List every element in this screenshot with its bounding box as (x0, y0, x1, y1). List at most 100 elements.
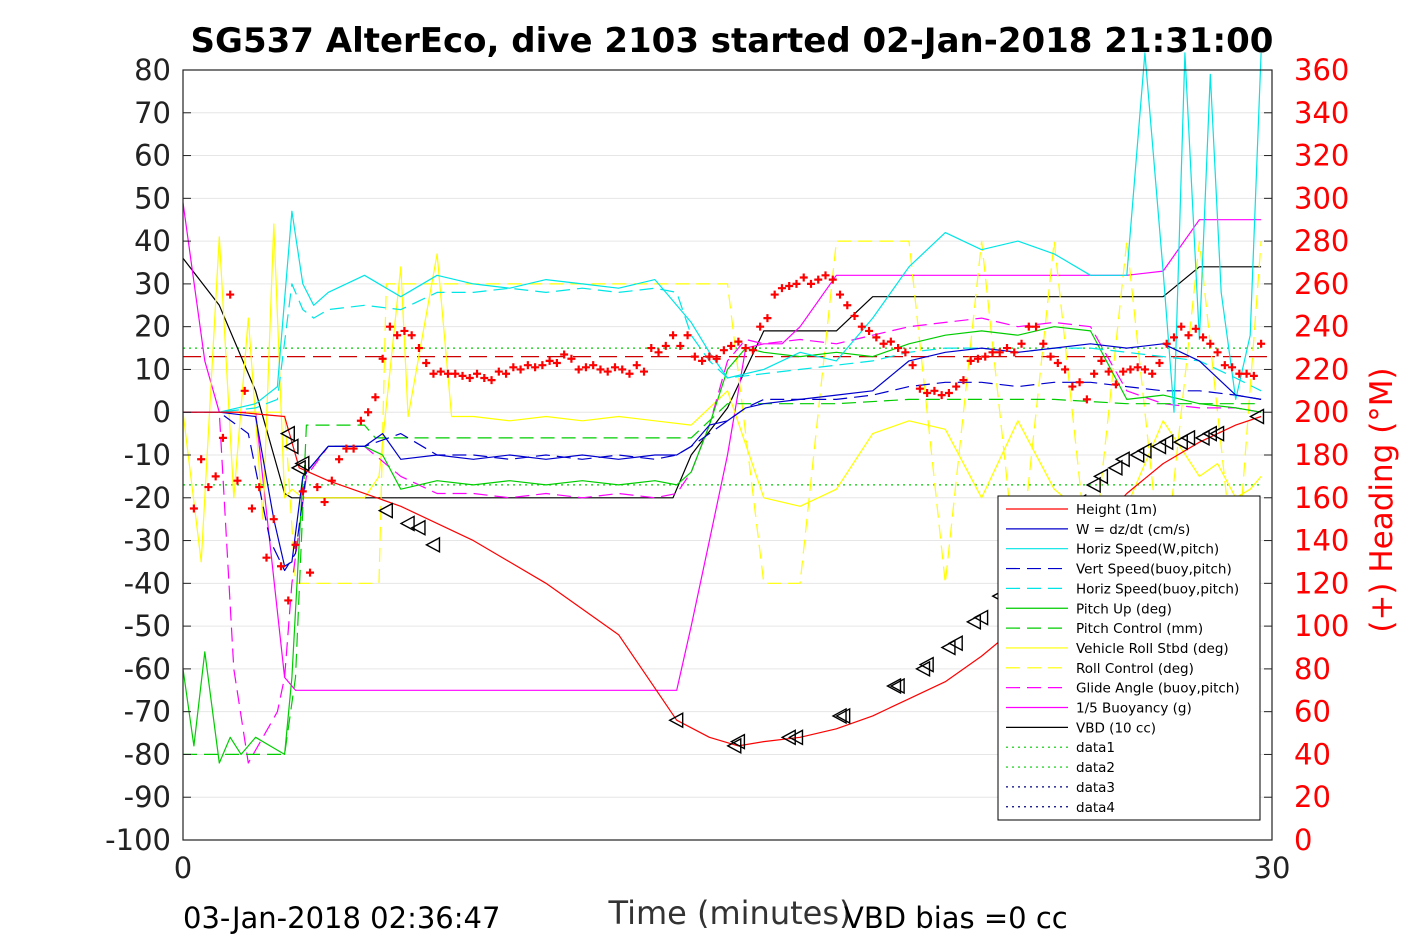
heading-point-67 (676, 341, 685, 350)
heading-point-114 (1017, 339, 1026, 348)
left-tick-label-18: -100 (105, 823, 171, 857)
heading-point-26 (378, 354, 387, 363)
heading-point-137 (1184, 331, 1193, 340)
heading-point-109 (981, 352, 990, 361)
left-tick-label-3: 50 (134, 181, 171, 215)
heading-point-35 (443, 369, 452, 378)
triangle-point-13 (831, 707, 847, 725)
heading-point-122 (1075, 378, 1084, 387)
heading-point-52 (567, 354, 576, 363)
series-line-2 (183, 52, 1262, 413)
legend-label-13: data2 (1076, 760, 1115, 776)
series-layer (182, 52, 1272, 764)
heading-point-53 (574, 365, 583, 374)
heading-point-62 (640, 367, 649, 376)
heading-point-97 (894, 344, 903, 353)
heading-point-58 (610, 363, 619, 372)
heading-point-38 (465, 374, 474, 382)
heading-point-136 (1177, 322, 1186, 331)
triangle-point-34 (1114, 451, 1130, 468)
legend-label-15: data4 (1076, 800, 1115, 816)
heading-point-83 (792, 279, 801, 288)
left-tick-label-5: 30 (134, 267, 171, 301)
heading-point-118 (1046, 352, 1055, 361)
x-tick-label-0: 0 (174, 851, 192, 885)
heading-point-40 (480, 374, 489, 382)
left-tick-label-1: 70 (134, 96, 171, 130)
heading-point-30 (407, 331, 416, 340)
heading-point-45 (516, 365, 525, 374)
heading-point-125 (1097, 356, 1106, 365)
heading-point-37 (458, 371, 467, 380)
heading-point-28 (393, 331, 402, 340)
heading-point-85 (806, 279, 815, 288)
heading-point-29 (400, 326, 409, 335)
heading-point-144 (1235, 369, 1244, 378)
heading-point-44 (509, 363, 518, 372)
right-tick-label-18: 0 (1294, 823, 1312, 857)
triangle-point-32 (1092, 468, 1109, 485)
heading-point-9 (255, 483, 264, 492)
heading-point-113 (1010, 348, 1019, 357)
heading-point-95 (879, 339, 888, 348)
left-tick-label-6: 20 (134, 310, 171, 344)
right-tick-label-10: 160 (1294, 481, 1349, 515)
left-tick-label-13: -50 (124, 609, 171, 643)
triangle-point-20 (947, 635, 963, 652)
legend-label-7: Vehicle Roll Stbd (deg) (1076, 641, 1229, 657)
triangle-point-42 (1201, 425, 1217, 442)
heading-point-71 (705, 352, 714, 361)
heading-point-15 (298, 487, 307, 496)
heading-point-12 (277, 562, 286, 571)
legend-label-11: VBD (10 cc) (1076, 720, 1156, 736)
heading-point-82 (785, 282, 794, 291)
left-tick-label-11: -30 (124, 524, 171, 558)
series-line-11 (182, 257, 1262, 499)
heading-point-128 (1119, 367, 1128, 376)
heading-markers (189, 271, 1266, 605)
triangle-point-6 (410, 519, 426, 536)
heading-point-73 (719, 346, 728, 355)
legend-label-9: Glide Angle (buoy,pitch) (1076, 681, 1240, 697)
heading-point-24 (364, 408, 373, 417)
heading-point-135 (1169, 333, 1178, 342)
heading-point-14 (291, 540, 300, 549)
footer-vbd-bias: VBD bias =0 cc (844, 901, 1068, 935)
heading-point-70 (698, 356, 707, 365)
heading-point-123 (1082, 395, 1091, 404)
heading-point-23 (356, 416, 365, 425)
heading-point-46 (523, 361, 532, 370)
triangle-point-5 (399, 515, 415, 532)
left-tick-label-9: -10 (124, 438, 171, 472)
heading-point-127 (1111, 380, 1120, 389)
triangle-point-8 (668, 712, 684, 729)
heading-point-102 (930, 386, 939, 395)
triangle-point-31 (1085, 476, 1101, 494)
heading-point-101 (923, 388, 932, 397)
heading-point-42 (494, 367, 503, 376)
heading-point-36 (451, 369, 460, 378)
heading-point-10 (262, 553, 271, 562)
triangle-point-39 (1172, 433, 1188, 451)
triangle-point-40 (1180, 429, 1196, 447)
triangle-point-44 (1249, 408, 1265, 425)
triangle-point-3 (294, 455, 310, 472)
triangle-point-15 (886, 677, 902, 695)
right-tick-label-12: 120 (1294, 566, 1349, 600)
legend-box (997, 495, 1261, 821)
heading-point-126 (1104, 367, 1113, 376)
triangle-point-11 (780, 729, 796, 746)
heading-point-99 (908, 361, 917, 370)
triangle-point-14 (835, 707, 851, 725)
heading-point-77 (748, 346, 757, 355)
heading-point-33 (429, 369, 438, 378)
heading-point-100 (915, 384, 924, 393)
legend-label-3: Vert Speed(buoy,pitch) (1076, 562, 1232, 578)
x-axis-ticks: 0 30 (174, 832, 1290, 885)
triangle-point-21 (965, 613, 982, 631)
legend-label-4: Horiz Speed(buoy,pitch) (1076, 581, 1239, 597)
heading-point-146 (1249, 371, 1258, 380)
legend-label-5: Pitch Up (deg) (1076, 601, 1172, 617)
heading-point-107 (966, 356, 975, 365)
